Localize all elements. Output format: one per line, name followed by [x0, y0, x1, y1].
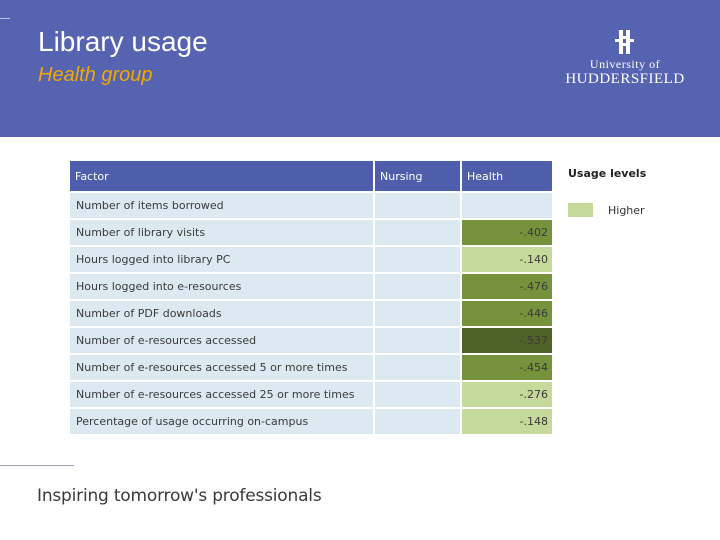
usage-table-container: Factor Nursing Health Number of items bo…: [68, 159, 554, 436]
footer-divider: [0, 465, 74, 466]
cell-health: -.476: [462, 274, 552, 299]
header-band: Library usage Health group University of…: [0, 0, 720, 137]
cell-factor: Number of e-resources accessed: [70, 328, 373, 353]
table-row: Number of e-resources accessed 5 or more…: [70, 355, 552, 380]
table-row: Number of e-resources accessed 25 or mor…: [70, 382, 552, 407]
cell-health: [462, 193, 552, 218]
table-row: Number of e-resources accessed -.537: [70, 328, 552, 353]
usage-table: Factor Nursing Health Number of items bo…: [68, 159, 554, 436]
table-row: Hours logged into library PC -.140: [70, 247, 552, 272]
cell-factor: Number of items borrowed: [70, 193, 373, 218]
table-header-row: Factor Nursing Health: [70, 161, 552, 191]
legend-title: Usage levels: [568, 167, 647, 180]
cell-nursing: [375, 247, 460, 272]
table-body: Number of items borrowed Number of librar…: [70, 193, 552, 434]
cell-health: -.402: [462, 220, 552, 245]
cell-factor: Number of e-resources accessed 5 or more…: [70, 355, 373, 380]
cell-factor: Number of PDF downloads: [70, 301, 373, 326]
cell-health: -.276: [462, 382, 552, 407]
slide-subtitle: Health group: [38, 64, 153, 86]
cell-factor: Number of e-resources accessed 25 or mor…: [70, 382, 373, 407]
header-deco-line: [0, 18, 10, 19]
cell-factor: Number of library visits: [70, 220, 373, 245]
cell-nursing: [375, 382, 460, 407]
university-logo: University of HUDDERSFIELD: [560, 28, 690, 98]
legend-swatch-higher: [568, 203, 593, 217]
logo-text-line2: HUDDERSFIELD: [565, 71, 685, 87]
cell-nursing: [375, 301, 460, 326]
cell-health: -.148: [462, 409, 552, 434]
footer-tagline: Inspiring tomorrow's professionals: [37, 486, 322, 506]
cell-health: -.454: [462, 355, 552, 380]
table-row: Hours logged into e-resources -.476: [70, 274, 552, 299]
logo-text-line1: University of: [589, 57, 661, 71]
cell-nursing: [375, 409, 460, 434]
column-header-health: Health: [462, 161, 552, 191]
cell-factor: Hours logged into e-resources: [70, 274, 373, 299]
cell-nursing: [375, 328, 460, 353]
cell-health: -.537: [462, 328, 552, 353]
column-header-nursing: Nursing: [375, 161, 460, 191]
university-crest-icon: [615, 30, 634, 54]
cell-nursing: [375, 193, 460, 218]
table-row: Number of PDF downloads -.446: [70, 301, 552, 326]
table-row: Percentage of usage occurring on-campus -…: [70, 409, 552, 434]
cell-factor: Percentage of usage occurring on-campus: [70, 409, 373, 434]
column-header-factor: Factor: [70, 161, 373, 191]
table-row: Number of items borrowed: [70, 193, 552, 218]
table-row: Number of library visits -.402: [70, 220, 552, 245]
cell-health: -.446: [462, 301, 552, 326]
cell-nursing: [375, 220, 460, 245]
cell-health: -.140: [462, 247, 552, 272]
legend-label-higher: Higher: [608, 204, 645, 217]
slide-title: Library usage: [38, 26, 208, 57]
cell-factor: Hours logged into library PC: [70, 247, 373, 272]
cell-nursing: [375, 355, 460, 380]
cell-nursing: [375, 274, 460, 299]
